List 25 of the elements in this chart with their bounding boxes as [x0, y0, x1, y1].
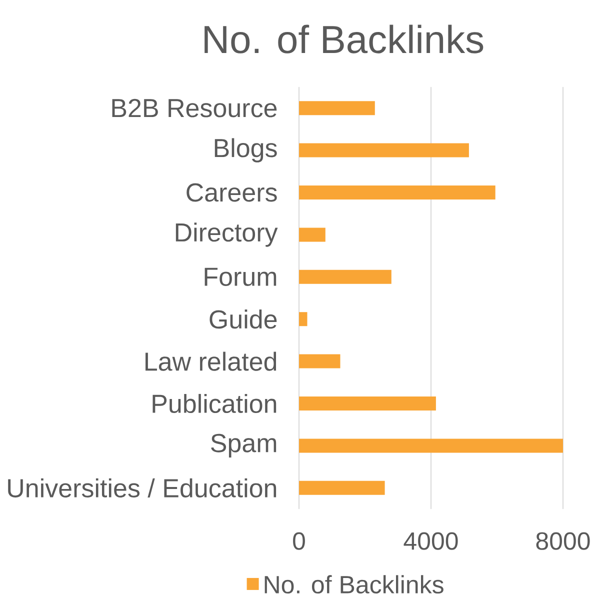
- bar: [299, 480, 385, 495]
- y-tick-label: Spam: [211, 434, 276, 458]
- y-tick-label: Forum: [204, 268, 276, 286]
- legend-label: No. of Backlinks: [264, 575, 444, 594]
- x-tick-label: 4000: [404, 532, 458, 550]
- bar: [299, 186, 496, 200]
- bar: [299, 438, 563, 453]
- y-tick-label: Guide: [210, 310, 277, 329]
- chart-title: No. of Backlinks: [204, 24, 484, 54]
- y-tick-label: Careers: [186, 183, 277, 202]
- bar: [299, 312, 308, 326]
- bar: [299, 143, 469, 158]
- y-tick-label: B2B Resource: [112, 98, 277, 118]
- y-tick-label: Law related: [146, 352, 276, 371]
- y-tick-label: Blogs: [214, 138, 277, 162]
- y-tick-label: Publication: [152, 394, 276, 414]
- bar: [299, 270, 392, 284]
- y-tick-label: Universities / Education: [8, 478, 276, 498]
- bar: [299, 354, 340, 368]
- x-tick-label: 8000: [536, 532, 590, 550]
- bar: [299, 396, 436, 411]
- bar: [299, 101, 375, 116]
- x-tick-label: 0: [293, 532, 305, 550]
- y-tick-label: Directory: [176, 222, 278, 247]
- bar: [299, 228, 326, 242]
